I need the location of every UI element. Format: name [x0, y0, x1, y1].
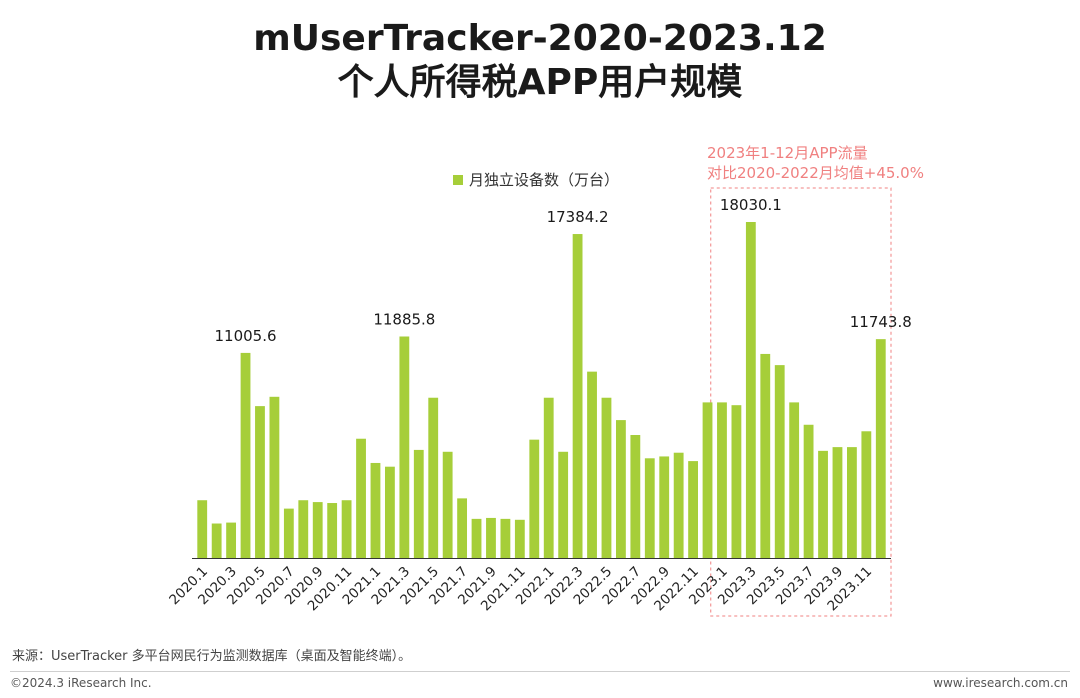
legend-label: 月独立设备数（万台）: [469, 171, 620, 189]
bar-2020.12: [356, 438, 366, 558]
bar-2023.1: [717, 402, 727, 558]
bar-2023.9: [832, 447, 843, 558]
data-label: 17384.2: [547, 208, 609, 226]
data-label: 11005.6: [215, 327, 277, 345]
copyright-text: ©2024.3 iResearch Inc.: [10, 676, 152, 690]
chart-title-line2: 个人所得税APP用户规模: [337, 62, 743, 103]
bar-2020.6: [269, 396, 280, 558]
bar-2021.1: [370, 462, 381, 558]
source-note: 来源：UserTracker 多平台网民行为监测数据库（桌面及智能终端）。: [12, 649, 412, 664]
bar-2022.2: [558, 451, 569, 558]
bar-2021.3: [399, 336, 410, 558]
bar-2020.8: [298, 500, 309, 558]
footer-divider: [10, 671, 1070, 672]
bar-2022.9: [659, 456, 670, 558]
data-label: 11743.8: [850, 313, 912, 331]
bar-2020.3: [226, 522, 237, 558]
bar-2021.5: [428, 397, 439, 558]
bar-2023.7: [803, 424, 814, 558]
bar-2023.3: [745, 222, 756, 558]
bar-2023.8: [818, 450, 828, 558]
bar-2021.9: [486, 517, 496, 558]
bar-2023.6: [789, 402, 800, 558]
bar-2020.5: [255, 406, 265, 558]
bar-2021.2: [385, 466, 395, 558]
bar-2021.8: [471, 518, 482, 558]
data-label: 18030.1: [720, 196, 782, 214]
bar-2022.8: [644, 458, 655, 558]
site-url: www.iresearch.com.cn: [933, 676, 1068, 690]
bar-2021.4: [413, 449, 424, 558]
bar-2022.5: [601, 397, 612, 558]
bar-2023.11: [861, 431, 872, 558]
bar-2022.4: [587, 371, 597, 558]
chart-legend: 月独立设备数（万台）: [453, 169, 619, 190]
bar-2021.7: [457, 498, 468, 558]
bar-2022.3: [572, 234, 583, 559]
bar-chart: 11005.611885.817384.218030.111743.82020.…: [166, 187, 912, 617]
bar-2023.12: [875, 339, 886, 558]
chart-title-line1: mUserTracker-2020-2023.12: [253, 18, 827, 59]
bar-2020.9: [312, 502, 323, 558]
highlight-box: [710, 187, 892, 617]
bar-2022.10: [673, 452, 684, 558]
bar-2020.4: [240, 352, 251, 558]
bar-2022.6: [616, 420, 626, 558]
bar-2021.10: [500, 518, 511, 558]
bar-2020.1: [197, 500, 208, 558]
bar-2020.2: [211, 523, 222, 558]
bar-2023.4: [760, 353, 771, 558]
bar-2023.5: [774, 365, 785, 558]
bar-2022.1: [543, 397, 554, 558]
annotation-line1: 2023年1-12月APP流量: [707, 144, 868, 162]
bar-2021.12: [529, 439, 540, 558]
annotation-line2: 对比2020-2022月均值+45.0%: [707, 164, 924, 182]
bar-2023.2: [731, 405, 742, 558]
bar-2022.11: [688, 461, 698, 558]
bar-2020.10: [327, 503, 338, 558]
bar-2023.10: [847, 447, 857, 558]
data-label: 11885.8: [373, 311, 435, 329]
highlight-annotation: 2023年1-12月APP流量 对比2020-2022月均值+45.0%: [707, 143, 924, 183]
bar-2022.12: [702, 402, 713, 558]
bar-2022.7: [630, 435, 641, 558]
bar-2021.11: [514, 519, 525, 558]
bar-2021.6: [442, 451, 453, 558]
legend-swatch: [453, 174, 463, 185]
bar-2020.11: [341, 500, 352, 558]
bar-2020.7: [283, 508, 294, 558]
